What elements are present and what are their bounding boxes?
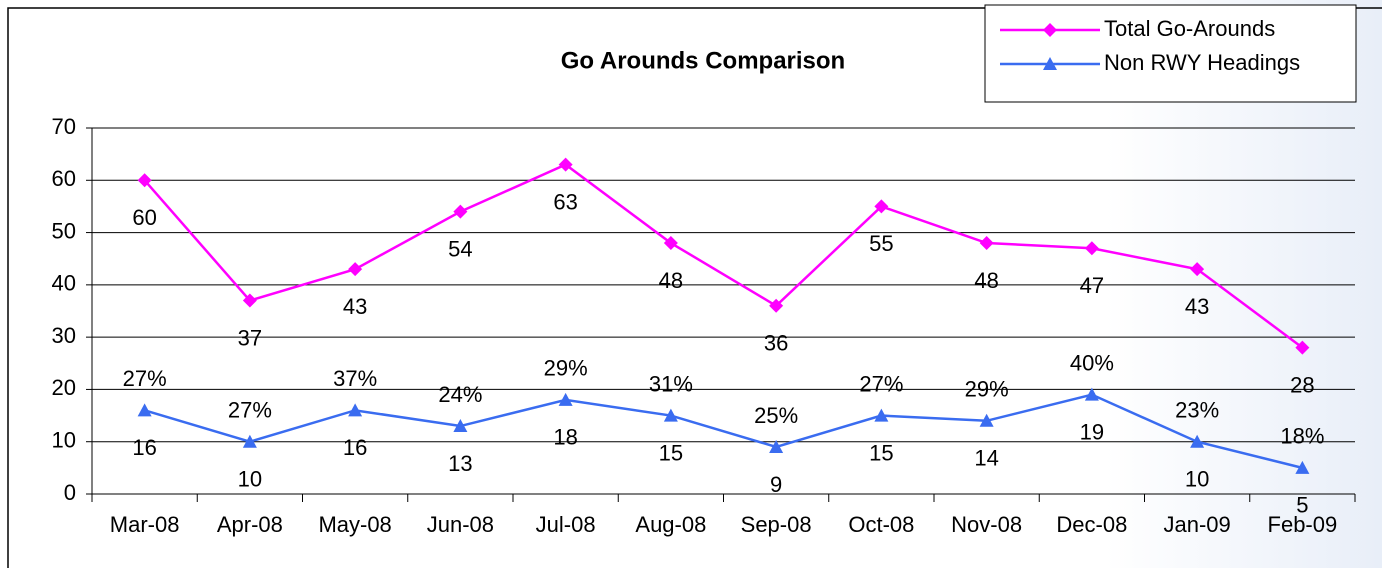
data-point bbox=[663, 408, 678, 422]
x-tick-label: Nov-08 bbox=[951, 512, 1022, 537]
series-line bbox=[143, 163, 1304, 349]
x-tick-label: May-08 bbox=[318, 512, 391, 537]
annotation: 18% bbox=[1280, 424, 1324, 449]
data-point bbox=[558, 157, 573, 172]
data-label: 37 bbox=[238, 325, 262, 350]
legend-marker bbox=[1043, 23, 1057, 37]
annotation: 27% bbox=[123, 366, 167, 391]
data-label: 5 bbox=[1296, 493, 1308, 518]
x-tick-label: Jul-08 bbox=[536, 512, 596, 537]
data-point bbox=[1084, 387, 1099, 401]
x-tick-label: Jun-08 bbox=[427, 512, 494, 537]
data-point bbox=[137, 173, 152, 188]
data-label: 14 bbox=[974, 446, 998, 471]
data-point bbox=[1295, 460, 1310, 474]
legend-label: Total Go-Arounds bbox=[1104, 16, 1275, 41]
data-point bbox=[979, 413, 994, 427]
chart-frame bbox=[7, 7, 1382, 568]
legend-label: Non RWY Headings bbox=[1104, 50, 1300, 75]
data-label: 15 bbox=[659, 440, 683, 465]
x-tick-label: Mar-08 bbox=[110, 512, 180, 537]
data-label: 28 bbox=[1290, 372, 1314, 397]
data-label: 43 bbox=[1185, 294, 1209, 319]
data-point bbox=[769, 439, 784, 453]
data-label: 60 bbox=[132, 205, 156, 230]
data-point bbox=[1295, 340, 1310, 355]
data-point bbox=[558, 392, 573, 406]
annotation: 27% bbox=[228, 398, 272, 423]
data-point bbox=[663, 236, 678, 251]
x-tick-label: Jan-09 bbox=[1163, 512, 1230, 537]
data-label: 18 bbox=[553, 425, 577, 450]
data-point bbox=[453, 204, 468, 219]
data-label: 13 bbox=[448, 451, 472, 476]
y-tick-label: 10 bbox=[52, 428, 76, 453]
data-label: 10 bbox=[238, 467, 262, 492]
data-point bbox=[242, 293, 257, 308]
annotation: 29% bbox=[544, 356, 588, 381]
data-point bbox=[137, 403, 152, 417]
data-label: 15 bbox=[869, 440, 893, 465]
annotation: 23% bbox=[1175, 398, 1219, 423]
annotation: 29% bbox=[965, 377, 1009, 402]
x-tick-label: Apr-08 bbox=[217, 512, 283, 537]
legend-box bbox=[984, 4, 1357, 103]
y-tick-label: 50 bbox=[52, 218, 76, 243]
y-tick-label: 30 bbox=[52, 323, 76, 348]
data-point bbox=[1190, 434, 1205, 448]
data-label: 48 bbox=[974, 268, 998, 293]
data-label: 10 bbox=[1185, 467, 1209, 492]
data-label: 63 bbox=[553, 189, 577, 214]
data-label: 36 bbox=[764, 331, 788, 356]
annotation: 27% bbox=[859, 371, 903, 396]
chart-title: Go Arounds Comparison bbox=[561, 47, 845, 74]
y-tick-label: 60 bbox=[52, 166, 76, 191]
y-tick-label: 20 bbox=[52, 375, 76, 400]
data-point bbox=[874, 408, 889, 422]
data-point bbox=[1190, 262, 1205, 277]
data-label: 9 bbox=[770, 472, 782, 497]
data-label: 16 bbox=[132, 435, 156, 460]
y-tick-label: 70 bbox=[52, 114, 76, 139]
y-tick-label: 0 bbox=[64, 480, 76, 505]
data-point bbox=[874, 199, 889, 214]
data-point bbox=[242, 434, 257, 448]
data-label: 16 bbox=[343, 435, 367, 460]
data-point bbox=[769, 298, 784, 313]
x-tick-label: Dec-08 bbox=[1056, 512, 1127, 537]
data-label: 47 bbox=[1080, 273, 1104, 298]
annotation: 24% bbox=[438, 382, 482, 407]
data-point bbox=[453, 419, 468, 433]
data-point bbox=[348, 403, 363, 417]
x-tick-label: Feb-09 bbox=[1268, 512, 1338, 537]
legend-marker bbox=[1043, 57, 1057, 70]
annotation: 25% bbox=[754, 403, 798, 428]
data-label: 43 bbox=[343, 294, 367, 319]
data-label: 19 bbox=[1080, 419, 1104, 444]
annotation: 37% bbox=[333, 366, 377, 391]
data-label: 55 bbox=[869, 231, 893, 256]
data-point bbox=[1084, 241, 1099, 256]
x-tick-label: Sep-08 bbox=[741, 512, 812, 537]
annotation: 31% bbox=[649, 371, 693, 396]
x-tick-label: Oct-08 bbox=[848, 512, 914, 537]
x-tick-label: Aug-08 bbox=[635, 512, 706, 537]
data-label: 48 bbox=[659, 268, 683, 293]
data-point bbox=[979, 236, 994, 251]
y-tick-label: 40 bbox=[52, 271, 76, 296]
annotation: 40% bbox=[1070, 350, 1114, 375]
data-point bbox=[348, 262, 363, 277]
data-label: 54 bbox=[448, 236, 472, 261]
series-line bbox=[144, 393, 1303, 470]
